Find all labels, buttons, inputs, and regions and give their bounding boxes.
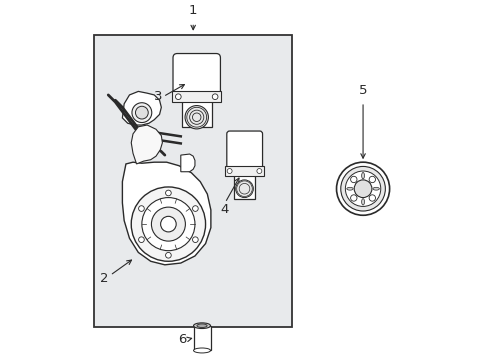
Circle shape bbox=[192, 237, 198, 243]
Ellipse shape bbox=[372, 187, 379, 190]
Text: 2: 2 bbox=[100, 273, 109, 285]
Text: 1: 1 bbox=[188, 4, 197, 17]
FancyBboxPatch shape bbox=[173, 54, 220, 98]
Circle shape bbox=[165, 252, 171, 258]
Ellipse shape bbox=[193, 323, 210, 329]
Circle shape bbox=[340, 166, 385, 211]
Bar bbox=[224, 166, 264, 176]
Bar bbox=[94, 35, 292, 327]
Polygon shape bbox=[131, 125, 162, 164]
Circle shape bbox=[368, 195, 375, 201]
Circle shape bbox=[131, 187, 205, 261]
Circle shape bbox=[192, 206, 198, 211]
Circle shape bbox=[235, 180, 253, 198]
Circle shape bbox=[350, 195, 356, 201]
Text: 4: 4 bbox=[221, 203, 229, 216]
Text: 6: 6 bbox=[178, 333, 186, 346]
Ellipse shape bbox=[346, 187, 352, 190]
Circle shape bbox=[160, 216, 176, 232]
Circle shape bbox=[227, 168, 232, 174]
Polygon shape bbox=[181, 154, 195, 172]
Circle shape bbox=[256, 168, 261, 174]
Circle shape bbox=[132, 103, 151, 122]
Circle shape bbox=[184, 105, 208, 129]
Bar bbox=[182, 100, 211, 127]
Circle shape bbox=[212, 94, 218, 99]
Circle shape bbox=[142, 198, 195, 251]
Circle shape bbox=[135, 106, 148, 119]
Circle shape bbox=[165, 190, 171, 196]
Text: 5: 5 bbox=[358, 84, 366, 97]
Circle shape bbox=[336, 162, 389, 215]
Polygon shape bbox=[122, 162, 210, 265]
Ellipse shape bbox=[197, 324, 207, 328]
Circle shape bbox=[353, 180, 371, 198]
Circle shape bbox=[345, 171, 380, 206]
Text: 3: 3 bbox=[153, 90, 162, 103]
Circle shape bbox=[175, 94, 181, 99]
Ellipse shape bbox=[361, 199, 364, 205]
Bar bbox=[233, 175, 255, 199]
Ellipse shape bbox=[193, 348, 210, 353]
Bar bbox=[172, 91, 221, 102]
Circle shape bbox=[138, 206, 144, 211]
Circle shape bbox=[368, 176, 375, 183]
Circle shape bbox=[138, 237, 144, 243]
Circle shape bbox=[350, 176, 356, 183]
FancyBboxPatch shape bbox=[226, 131, 262, 170]
Circle shape bbox=[151, 207, 185, 241]
Ellipse shape bbox=[361, 172, 364, 179]
Polygon shape bbox=[122, 91, 161, 125]
Bar bbox=[193, 326, 210, 351]
